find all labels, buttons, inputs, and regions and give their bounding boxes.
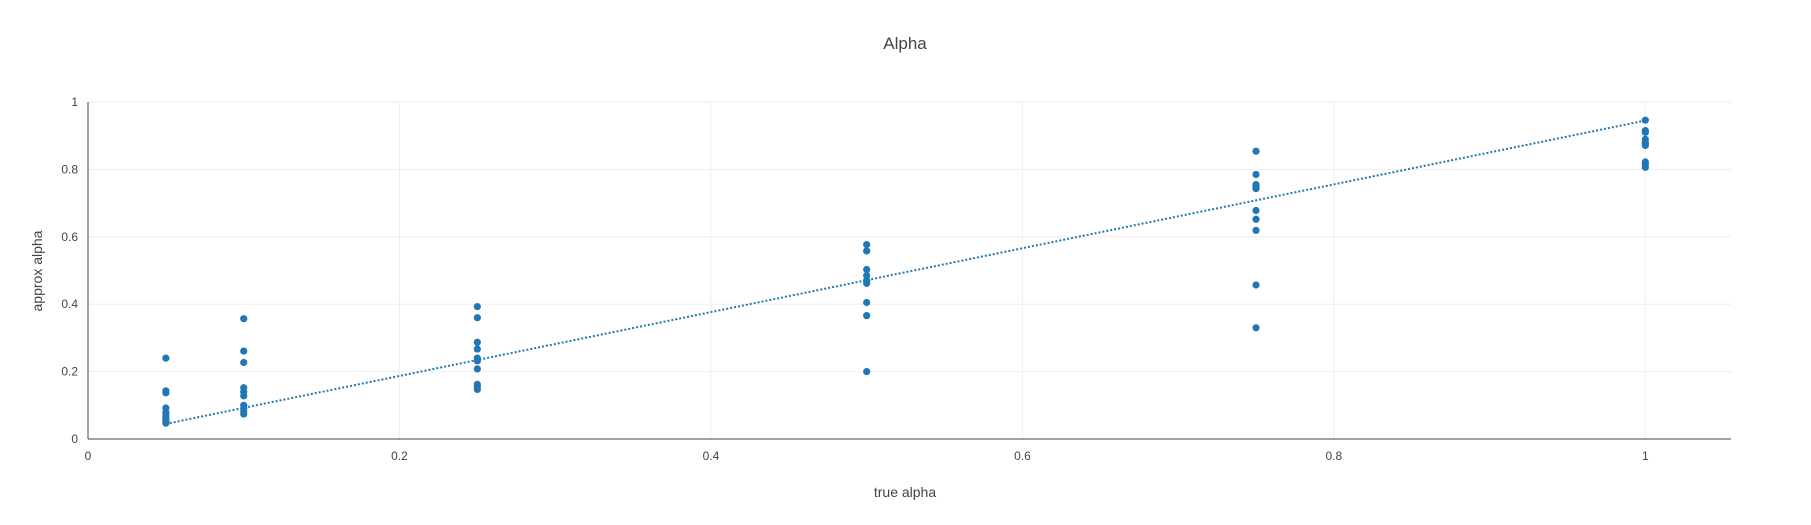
data-point <box>1252 206 1260 215</box>
data-point <box>473 385 481 394</box>
data-point <box>863 265 871 274</box>
data-point <box>473 338 481 346</box>
data-point <box>1641 163 1649 171</box>
fit-line-layer <box>165 119 1646 425</box>
data-point <box>863 240 871 249</box>
data-point <box>240 392 248 400</box>
x-axis-title: true alpha <box>874 484 936 500</box>
data-point <box>473 365 481 373</box>
data-point <box>1641 116 1649 124</box>
data-points <box>162 116 1649 427</box>
y-tick-label: 0.4 <box>61 297 78 311</box>
data-point <box>240 347 248 355</box>
x-tick-label: 0 <box>85 449 92 463</box>
data-point <box>240 315 248 323</box>
chart-title: Alpha <box>883 34 927 53</box>
data-point <box>1252 183 1260 191</box>
axes <box>87 102 1731 440</box>
x-tick-labels: 0 0.2 0.4 0.6 0.8 1 <box>85 449 1649 463</box>
y-tick-label: 1 <box>71 95 78 109</box>
data-point <box>473 314 481 322</box>
data-point <box>863 368 871 376</box>
fit-line <box>165 119 1646 425</box>
data-point <box>863 247 871 255</box>
y-tick-labels: 0 0.2 0.4 0.6 0.8 1 <box>61 95 78 446</box>
y-tick-label: 0 <box>71 432 78 446</box>
data-point <box>240 410 248 418</box>
x-tick-label: 1 <box>1642 449 1649 463</box>
data-point <box>1252 170 1260 179</box>
data-point <box>1252 324 1260 332</box>
data-point <box>1252 281 1260 289</box>
data-point <box>1641 128 1649 136</box>
x-tick-label: 0.2 <box>391 449 408 463</box>
data-point <box>863 271 871 280</box>
x-tick-label: 0.4 <box>703 449 720 463</box>
data-point <box>1252 147 1260 155</box>
data-point <box>1252 226 1260 234</box>
data-point <box>1252 215 1260 223</box>
y-tick-label: 0.2 <box>61 365 78 379</box>
data-point <box>863 298 871 307</box>
grid <box>88 101 1731 439</box>
x-tick-label: 0.8 <box>1326 449 1343 463</box>
data-point <box>473 302 481 311</box>
data-point <box>473 345 481 353</box>
y-axis-title: approx alpha <box>29 230 45 311</box>
y-tick-label: 0.8 <box>61 162 78 176</box>
x-tick-label: 0.6 <box>1014 449 1031 463</box>
data-point <box>863 277 871 285</box>
data-point <box>863 312 871 320</box>
data-point <box>1641 138 1649 147</box>
y-tick-label: 0.6 <box>61 230 78 244</box>
data-point <box>162 419 170 427</box>
data-point <box>162 389 170 397</box>
data-point <box>240 358 248 367</box>
data-point <box>473 357 481 365</box>
data-point <box>162 354 170 362</box>
